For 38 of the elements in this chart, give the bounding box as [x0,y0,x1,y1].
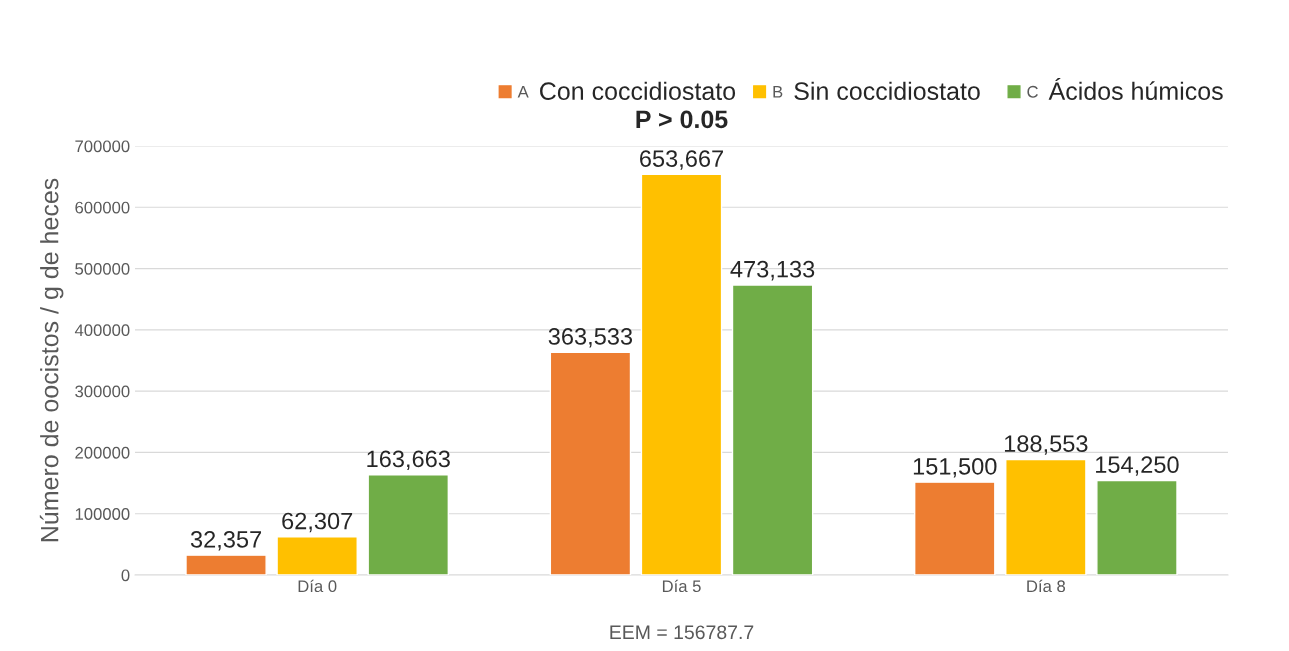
bar [549,351,632,575]
text: Sin coccidiostato [794,81,980,101]
bar [913,481,996,575]
bar [185,554,267,575]
data-label: 32,357 [190,531,262,551]
y-tick-label: 600000 [75,201,130,214]
text: P > 0.05 [636,110,728,129]
data-label: 154,250 [1096,456,1179,476]
legend-label: C [1027,85,1038,98]
text: Ácidos húmicos [1048,78,1223,101]
bar [276,536,358,575]
x-tick-label: Día 5 [662,579,701,593]
data-label: 653,667 [640,150,723,170]
legend-label: A [517,86,529,98]
data-label: 62,307 [282,512,353,533]
y-tick-label: 300000 [75,385,130,398]
y-tick-label: 200000 [75,446,130,459]
bar [1005,458,1087,575]
data-label: 151,500 [913,457,997,478]
y-tick-label: 400000 [74,324,130,337]
y-tick-label: 0 [121,569,130,582]
legend-label: B [773,86,783,98]
bar [367,474,450,575]
data-label: 473,133 [730,260,815,281]
y-tick-label: 500000 [75,262,130,275]
y-tick-label: 700000 [75,140,130,153]
x-tick-label: Día 0 [298,579,337,593]
data-label: 188,553 [1004,435,1088,455]
text: Con coccidiostato [540,81,736,101]
bar [640,173,723,575]
data-label: 163,663 [367,450,450,471]
bar [731,284,814,575]
bar [1096,479,1178,575]
text: EEM = 156787.7 [610,625,754,640]
data-label: 363,533 [548,328,633,348]
y-tick-label: 100000 [75,508,130,520]
x-tick-label: Día 8 [1027,579,1066,593]
y-axis-title: Número de oocistos / g de heces [39,178,64,542]
